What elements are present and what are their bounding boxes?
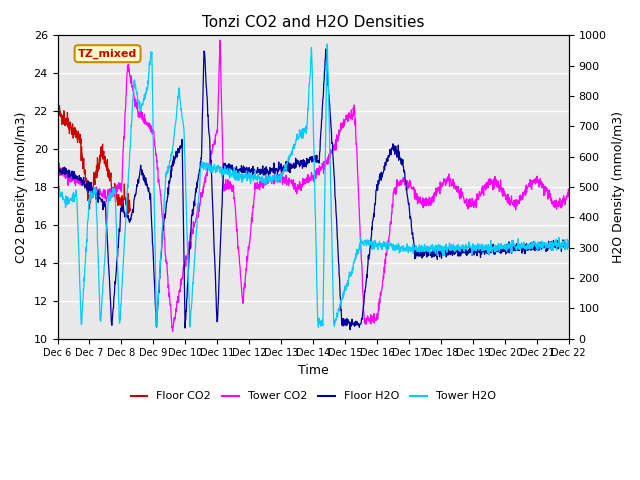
X-axis label: Time: Time: [298, 364, 328, 377]
Text: TZ_mixed: TZ_mixed: [78, 48, 137, 59]
Y-axis label: CO2 Density (mmol/m3): CO2 Density (mmol/m3): [15, 111, 28, 263]
Title: Tonzi CO2 and H2O Densities: Tonzi CO2 and H2O Densities: [202, 15, 424, 30]
Legend: Floor CO2, Tower CO2, Floor H2O, Tower H2O: Floor CO2, Tower CO2, Floor H2O, Tower H…: [126, 387, 500, 406]
Y-axis label: H2O Density (mmol/m3): H2O Density (mmol/m3): [612, 111, 625, 263]
